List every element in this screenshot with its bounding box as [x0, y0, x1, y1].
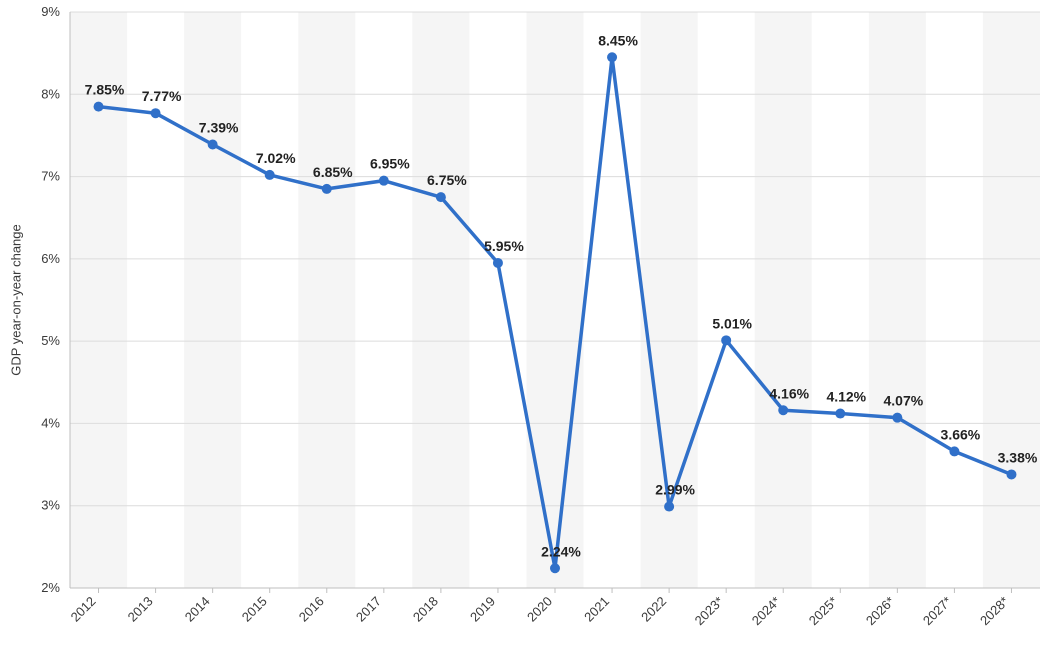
y-tick-label: 7%: [41, 169, 60, 184]
data-point: [436, 192, 446, 202]
chart-plot-area: 2% 3% 4% 5% 6% 7% 8% 9% 2012 2013 2014 2015 2016 2017…: [0, 0, 1048, 658]
x-tick-label: 2026*: [863, 594, 898, 629]
data-label: 7.02%: [256, 150, 296, 166]
data-point: [1006, 469, 1016, 479]
plot-band: [869, 12, 926, 588]
y-tick-label: 4%: [41, 415, 60, 430]
x-tick-label: 2023*: [692, 594, 727, 629]
data-point: [892, 413, 902, 423]
y-tick-label: 3%: [41, 498, 60, 513]
data-label: 5.01%: [712, 315, 752, 331]
data-label: 8.45%: [598, 32, 638, 48]
plot-band: [184, 12, 241, 588]
data-label: 6.75%: [427, 172, 467, 188]
data-label: 4.16%: [769, 385, 809, 401]
x-tick-label: 2020: [524, 594, 555, 625]
data-point: [835, 409, 845, 419]
data-label: 3.66%: [941, 426, 981, 442]
y-tick-label: 5%: [41, 333, 60, 348]
plot-band: [526, 12, 583, 588]
data-label: 4.07%: [884, 393, 924, 409]
x-tick-label: 2021: [581, 594, 612, 625]
x-tick-label: 2027*: [920, 594, 955, 629]
data-label: 7.85%: [85, 82, 125, 98]
x-tick-label: 2025*: [806, 594, 841, 629]
x-tick-label: 2017: [353, 594, 384, 625]
data-point: [94, 102, 104, 112]
data-label: 7.77%: [142, 88, 182, 104]
data-label: 6.95%: [370, 156, 410, 172]
x-tick-label: 2019: [467, 594, 498, 625]
data-point: [379, 176, 389, 186]
data-label: 6.85%: [313, 164, 353, 180]
data-point: [664, 502, 674, 512]
y-axis-title: GDP year-on-year change: [9, 224, 24, 376]
data-label: 2.24%: [541, 543, 581, 559]
y-tick-label: 6%: [41, 251, 60, 266]
data-label: 3.38%: [998, 449, 1038, 465]
x-tick-label: 2013: [125, 594, 156, 625]
plot-band: [70, 12, 127, 588]
x-tick-label: 2022: [638, 594, 669, 625]
plot-band: [412, 12, 469, 588]
plot-band: [983, 12, 1040, 588]
data-point: [265, 170, 275, 180]
data-point: [949, 446, 959, 456]
data-point: [208, 139, 218, 149]
data-point: [493, 258, 503, 268]
data-point: [721, 335, 731, 345]
data-point: [151, 108, 161, 118]
x-tick-label: 2028*: [977, 594, 1012, 629]
data-label: 2.99%: [655, 482, 695, 498]
x-tick-label: 2018: [410, 594, 441, 625]
x-tick-label: 2024*: [749, 594, 784, 629]
y-tick-label: 8%: [41, 86, 60, 101]
x-tick-label: 2012: [68, 594, 99, 625]
x-tick-label: 2014: [182, 594, 213, 625]
data-label: 5.95%: [484, 238, 524, 254]
y-tick-label: 9%: [41, 4, 60, 19]
x-tick-label: 2016: [296, 594, 327, 625]
gdp-line-chart: GDP year-on-year change 2% 3% 4% 5% 6% 7% 8% 9%…: [0, 0, 1048, 658]
x-tick-label: 2015: [239, 594, 270, 625]
plot-band: [755, 12, 812, 588]
plot-band: [298, 12, 355, 588]
y-tick-label: 2%: [41, 580, 60, 595]
data-point: [607, 52, 617, 62]
data-point: [778, 405, 788, 415]
data-label: 4.12%: [826, 389, 866, 405]
data-point: [322, 184, 332, 194]
data-label: 7.39%: [199, 119, 239, 135]
data-point: [550, 563, 560, 573]
